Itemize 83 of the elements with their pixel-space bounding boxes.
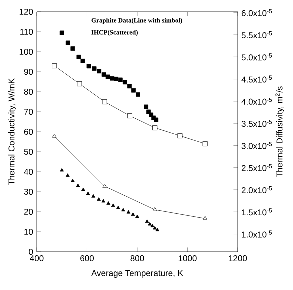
y-tick-label: 10 <box>24 228 34 235</box>
point <box>132 88 136 93</box>
point <box>128 84 132 89</box>
point <box>92 194 96 198</box>
point <box>76 184 80 188</box>
point <box>102 72 106 77</box>
point <box>131 212 136 216</box>
point <box>77 81 82 86</box>
y-tick-label: 0 <box>29 248 34 255</box>
y-tick-label: 90 <box>24 68 34 75</box>
y-tick-label: 120 <box>20 9 34 16</box>
y-tick-label: 30 <box>24 188 34 195</box>
y2-tick-label: 3.0x10$^{-5}$ <box>242 142 272 150</box>
point <box>106 202 111 205</box>
y-tick-label: 40 <box>24 168 34 175</box>
y2-tick-label: 4.0x10$^{-5}$ <box>242 98 272 105</box>
point <box>118 78 123 82</box>
x-tick-label: 600 <box>80 256 94 262</box>
y-tick-label: 110 <box>20 28 34 36</box>
point <box>60 168 64 172</box>
point <box>145 220 150 224</box>
y2-tick-label: 1.5x10$^{-5}$ <box>242 208 272 216</box>
y-tick-label: 60 <box>24 128 34 135</box>
y2-tick-label: 4.5x10$^{-5}$ <box>242 76 272 83</box>
y-tick-label: 70 <box>24 108 34 115</box>
point <box>102 184 108 188</box>
y-tick-label: 80 <box>24 88 34 95</box>
point <box>60 30 64 36</box>
point <box>126 210 131 214</box>
y2-tick-label: 5.0x10$^{-5}$ <box>242 54 272 61</box>
point <box>203 216 208 220</box>
point <box>110 76 115 81</box>
y-axis-title: Thermal Conductivity, W/mK <box>8 78 16 186</box>
point <box>154 118 159 122</box>
point <box>66 174 70 178</box>
point <box>122 80 128 85</box>
point <box>102 199 106 203</box>
point <box>114 76 119 82</box>
y2-tick-label: 6.0x10$^{-5}$ <box>242 9 272 16</box>
point <box>153 226 158 230</box>
point <box>66 40 70 46</box>
point <box>97 69 102 74</box>
point <box>156 228 160 232</box>
point <box>92 66 97 71</box>
x-tick-label: 1000 <box>178 256 197 262</box>
y-tick-label: 50 <box>24 148 34 155</box>
point <box>136 92 140 97</box>
y2-tick-label: 2.5x10$^{-5}$ <box>242 164 272 172</box>
y2-tick-label: 3.5x10$^{-5}$ <box>242 120 272 128</box>
point <box>152 125 158 130</box>
point <box>144 104 148 110</box>
point <box>102 99 108 104</box>
point <box>106 74 110 80</box>
y-tick-label: 100 <box>20 48 34 55</box>
y2-axis-title: Thermal Diffusivity, m$^{2}$/s <box>276 86 284 178</box>
x-tick-label: 1200 <box>229 256 248 262</box>
x-tick-label: 400 <box>30 256 44 262</box>
point <box>121 208 126 212</box>
point <box>150 224 154 228</box>
point <box>111 204 116 208</box>
x-tick-label: 800 <box>130 256 144 262</box>
point <box>148 222 152 226</box>
point <box>71 178 75 182</box>
point <box>202 141 208 146</box>
point <box>97 198 101 201</box>
y2-tick-label: 1.0x10$^{-5}$ <box>242 230 272 238</box>
y2-tick-label: 2.0x10$^{-5}$ <box>242 186 272 194</box>
point <box>80 59 86 64</box>
point <box>82 188 86 192</box>
point <box>86 64 92 69</box>
x-axis-title: Average Temperature, K <box>92 270 184 278</box>
point <box>136 214 140 218</box>
point <box>70 46 76 51</box>
y-tick-label: 20 <box>24 208 34 215</box>
point <box>178 133 183 138</box>
point <box>76 55 82 60</box>
point <box>152 207 158 212</box>
point <box>127 113 132 118</box>
y2-tick-label: 5.5x10$^{-5}$ <box>242 32 272 39</box>
point <box>116 206 120 210</box>
point <box>52 134 57 138</box>
point <box>86 192 90 196</box>
point <box>52 64 58 68</box>
